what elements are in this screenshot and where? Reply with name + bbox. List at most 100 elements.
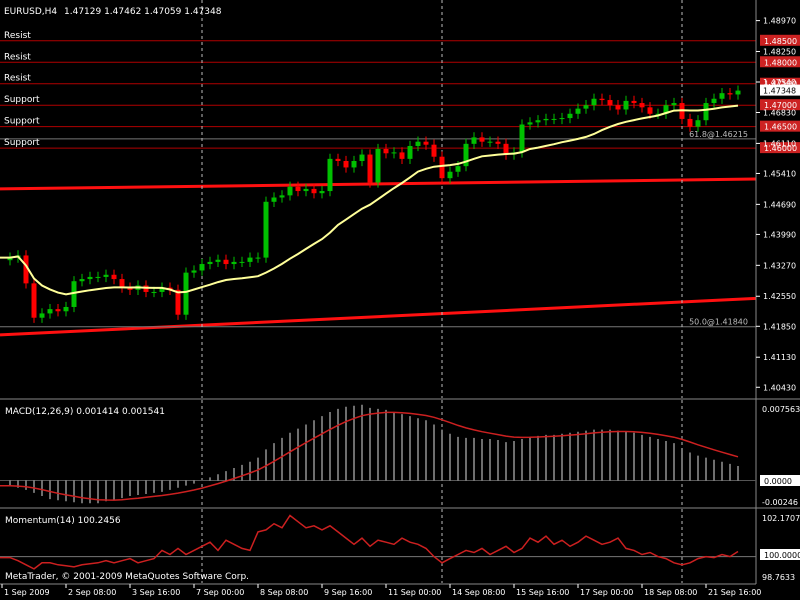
candle-body bbox=[575, 108, 581, 114]
candle-body bbox=[391, 152, 397, 154]
candle-body bbox=[359, 154, 365, 162]
candle-body bbox=[351, 161, 357, 168]
candle-body bbox=[599, 98, 605, 101]
candle-body bbox=[231, 261, 237, 265]
time-tick-label: 14 Sep 08:00 bbox=[452, 588, 505, 597]
candle-body bbox=[727, 93, 733, 95]
candle-body bbox=[247, 257, 253, 262]
candle-body bbox=[335, 158, 341, 162]
price-tick-label: 1.46830 bbox=[763, 108, 796, 117]
candle-body bbox=[439, 156, 445, 179]
price-axis[interactable]: 1.48970 1.48250 1.47540 1.46830 1.46110 1.454… bbox=[756, 17, 796, 393]
candle-body bbox=[343, 161, 349, 168]
level-label: Resist bbox=[4, 31, 31, 41]
candle-body bbox=[399, 152, 405, 159]
price-tick-label: 1.45410 bbox=[763, 169, 796, 178]
candle-body bbox=[519, 124, 525, 153]
momentum-axis-mid: 100.0000 bbox=[764, 551, 800, 560]
candle-body bbox=[199, 264, 205, 271]
day-separators bbox=[201, 509, 683, 583]
candle-body bbox=[695, 120, 701, 127]
macd-axis-top: 0.007563 bbox=[762, 405, 800, 414]
momentum-panel[interactable]: Momentum(14) 100.2456 MetaTrader, © 2001… bbox=[0, 509, 756, 583]
level-price-tag-label: 1.47000 bbox=[764, 101, 797, 110]
candle-body bbox=[7, 257, 13, 261]
trendline bbox=[0, 296, 757, 337]
candle-body bbox=[431, 144, 437, 157]
fibo-lines bbox=[0, 138, 756, 328]
current-price-label: 1.47348 bbox=[763, 87, 796, 96]
price-tick-label: 1.48250 bbox=[763, 48, 796, 57]
candle-body bbox=[615, 105, 621, 110]
macd-signal-line bbox=[0, 411, 739, 501]
macd-title: MACD(12,26,9) 0.001414 0.001541 bbox=[5, 407, 165, 417]
level-price-tag bbox=[760, 34, 800, 46]
momentum-line bbox=[0, 514, 739, 570]
price-tick-label: 1.43270 bbox=[763, 261, 796, 270]
candle-body bbox=[215, 259, 221, 262]
level-label: Support bbox=[4, 117, 40, 127]
level-price-tag-label: 1.46000 bbox=[764, 144, 797, 153]
candle-body bbox=[191, 270, 197, 273]
candle-body bbox=[423, 141, 429, 145]
candle-body bbox=[223, 259, 229, 265]
candle-body bbox=[687, 118, 693, 127]
candle-body bbox=[463, 143, 469, 167]
candle-body bbox=[655, 113, 661, 115]
momentum-title: Momentum(14) 100.2456 bbox=[5, 516, 121, 526]
macd-panel[interactable]: MACD(12,26,9) 0.001414 0.001541 bbox=[0, 400, 756, 507]
candle-body bbox=[183, 272, 189, 315]
candle-body bbox=[535, 120, 541, 123]
fibo-label: 50.0@1.41840 bbox=[689, 318, 748, 327]
candle-body bbox=[319, 191, 325, 194]
time-axis[interactable]: 1 Sep 2009 2 Sep 08:00 3 Sep 16:00 7 Sep 00… bbox=[1, 584, 761, 597]
candle-body bbox=[567, 113, 573, 119]
candle-body bbox=[583, 105, 589, 109]
candle-body bbox=[327, 158, 333, 192]
candle-body bbox=[63, 306, 69, 312]
candle-body bbox=[207, 261, 213, 265]
candle-body bbox=[407, 145, 413, 159]
time-tick-label: 8 Sep 08:00 bbox=[260, 588, 308, 597]
level-price-tag bbox=[760, 99, 800, 111]
time-tick-label: 9 Sep 16:00 bbox=[324, 588, 372, 597]
level-price-tag bbox=[760, 56, 800, 68]
time-tick-label: 1 Sep 2009 bbox=[4, 588, 50, 597]
candle-body bbox=[503, 143, 509, 155]
candle-body bbox=[239, 261, 245, 263]
candle-body bbox=[495, 141, 501, 144]
time-tick-label: 3 Sep 16:00 bbox=[132, 588, 180, 597]
candle-body bbox=[159, 287, 165, 292]
fibo-label: 61.8@1.46215 bbox=[689, 130, 748, 139]
candle-body bbox=[111, 274, 117, 280]
level-label: Resist bbox=[4, 74, 31, 84]
macd-histogram bbox=[9, 404, 739, 504]
candle-body bbox=[631, 100, 637, 104]
time-tick-label: 7 Sep 00:00 bbox=[196, 588, 244, 597]
price-tick-label: 1.48970 bbox=[763, 17, 796, 26]
candle-body bbox=[263, 201, 269, 258]
candle-body bbox=[663, 105, 669, 114]
level-price-tag-label: 1.48000 bbox=[764, 58, 797, 67]
level-price-tag bbox=[760, 142, 800, 154]
macd-axis-zero: 0.0000 bbox=[764, 477, 792, 486]
level-label: Resist bbox=[4, 52, 31, 62]
price-tick-label: 1.44690 bbox=[763, 200, 796, 209]
candle-body bbox=[527, 122, 533, 125]
candle-body bbox=[639, 103, 645, 108]
candle-body bbox=[71, 281, 77, 307]
macd-axis-bottom: -0.00246 bbox=[762, 498, 798, 507]
level-label: Support bbox=[4, 95, 40, 105]
price-tick-label: 1.40430 bbox=[763, 383, 796, 392]
candle-body bbox=[39, 313, 45, 318]
candle-body bbox=[383, 148, 389, 154]
chart-title: EURUSD,H4 1.47129 1.47462 1.47059 1.4734… bbox=[4, 7, 222, 17]
time-tick-label: 11 Sep 00:00 bbox=[388, 588, 441, 597]
level-price-tag-label: 1.47500 bbox=[764, 80, 797, 89]
candle-body bbox=[487, 141, 493, 143]
level-price-tag-label: 1.46500 bbox=[764, 123, 797, 132]
time-tick-label: 21 Sep 16:00 bbox=[708, 588, 761, 597]
candle-body bbox=[623, 100, 629, 110]
